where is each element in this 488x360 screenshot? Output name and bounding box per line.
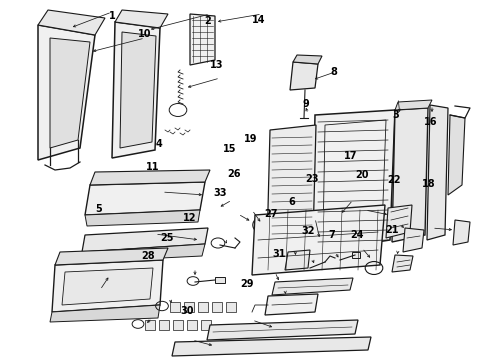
- Text: 14: 14: [252, 15, 265, 25]
- Polygon shape: [82, 228, 207, 252]
- Polygon shape: [426, 105, 447, 240]
- Polygon shape: [90, 170, 209, 185]
- Text: 16: 16: [423, 117, 436, 127]
- Text: 24: 24: [349, 230, 363, 240]
- Polygon shape: [385, 205, 411, 238]
- Text: 33: 33: [213, 188, 226, 198]
- Text: 22: 22: [386, 175, 400, 185]
- Polygon shape: [38, 10, 105, 35]
- Polygon shape: [264, 294, 317, 315]
- Polygon shape: [251, 205, 384, 275]
- Polygon shape: [52, 260, 163, 312]
- Polygon shape: [115, 10, 168, 28]
- Text: 4: 4: [155, 139, 162, 149]
- Polygon shape: [452, 220, 469, 245]
- Polygon shape: [186, 320, 197, 330]
- Text: 13: 13: [210, 60, 224, 70]
- Polygon shape: [394, 100, 431, 110]
- Polygon shape: [289, 62, 317, 90]
- Polygon shape: [50, 38, 90, 148]
- Polygon shape: [183, 302, 194, 312]
- Polygon shape: [391, 255, 412, 272]
- Polygon shape: [38, 25, 95, 160]
- Polygon shape: [391, 108, 427, 242]
- Text: 6: 6: [287, 197, 294, 207]
- Text: 30: 30: [180, 306, 193, 316]
- Polygon shape: [285, 250, 309, 270]
- Polygon shape: [55, 248, 168, 265]
- Polygon shape: [62, 268, 153, 305]
- Polygon shape: [351, 252, 359, 258]
- Polygon shape: [225, 302, 236, 312]
- Polygon shape: [50, 305, 160, 322]
- Text: 18: 18: [421, 179, 434, 189]
- Polygon shape: [159, 320, 169, 330]
- Text: 25: 25: [160, 233, 174, 243]
- Polygon shape: [292, 55, 321, 64]
- Polygon shape: [120, 32, 156, 148]
- Polygon shape: [447, 115, 464, 195]
- Text: 31: 31: [271, 249, 285, 259]
- Polygon shape: [80, 244, 204, 262]
- Text: 1: 1: [109, 11, 116, 21]
- Polygon shape: [271, 278, 352, 295]
- Polygon shape: [172, 337, 370, 356]
- Text: 9: 9: [302, 99, 309, 109]
- Text: 12: 12: [183, 213, 196, 223]
- Polygon shape: [198, 302, 207, 312]
- Polygon shape: [215, 277, 224, 283]
- Text: 3: 3: [392, 110, 399, 120]
- Polygon shape: [311, 110, 394, 252]
- Polygon shape: [85, 182, 204, 215]
- Text: 32: 32: [301, 226, 314, 236]
- Text: 26: 26: [226, 169, 240, 179]
- Polygon shape: [145, 320, 155, 330]
- Text: 2: 2: [204, 16, 211, 26]
- Polygon shape: [173, 320, 183, 330]
- Text: 29: 29: [240, 279, 254, 289]
- Text: 27: 27: [264, 209, 277, 219]
- Polygon shape: [212, 302, 222, 312]
- Text: 10: 10: [137, 29, 151, 39]
- Polygon shape: [206, 320, 357, 340]
- Polygon shape: [170, 302, 180, 312]
- Text: 15: 15: [223, 144, 236, 154]
- Text: 11: 11: [145, 162, 159, 172]
- Polygon shape: [85, 210, 200, 226]
- Polygon shape: [266, 125, 315, 248]
- Text: 23: 23: [305, 174, 318, 184]
- Text: 21: 21: [385, 225, 398, 235]
- Text: 7: 7: [327, 230, 334, 240]
- Polygon shape: [201, 320, 210, 330]
- Text: 5: 5: [95, 204, 102, 214]
- Text: 17: 17: [344, 151, 357, 161]
- Text: 8: 8: [329, 67, 336, 77]
- Text: 20: 20: [354, 170, 368, 180]
- Polygon shape: [402, 228, 423, 252]
- Text: 28: 28: [141, 251, 154, 261]
- Polygon shape: [190, 14, 215, 65]
- Polygon shape: [112, 22, 160, 158]
- Text: 19: 19: [243, 134, 257, 144]
